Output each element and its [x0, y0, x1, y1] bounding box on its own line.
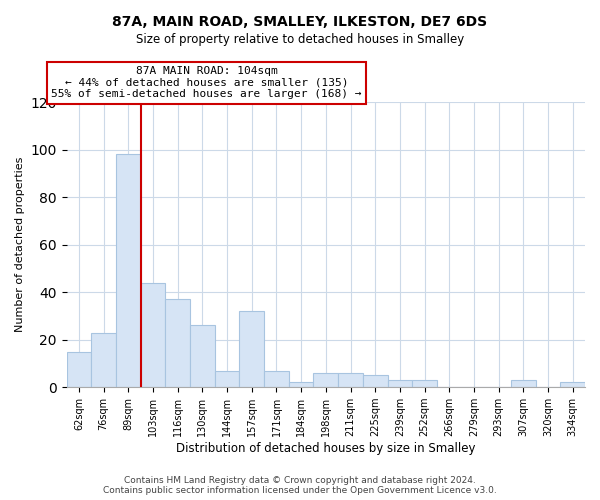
- X-axis label: Distribution of detached houses by size in Smalley: Distribution of detached houses by size …: [176, 442, 476, 455]
- Bar: [239, 311, 264, 387]
- Y-axis label: Number of detached properties: Number of detached properties: [15, 157, 25, 332]
- Bar: [91, 332, 116, 387]
- Text: 87A MAIN ROAD: 104sqm
← 44% of detached houses are smaller (135)
55% of semi-det: 87A MAIN ROAD: 104sqm ← 44% of detached …: [52, 66, 362, 99]
- Text: 87A, MAIN ROAD, SMALLEY, ILKESTON, DE7 6DS: 87A, MAIN ROAD, SMALLEY, ILKESTON, DE7 6…: [112, 15, 488, 29]
- Bar: [511, 380, 536, 387]
- Bar: [289, 382, 313, 387]
- Bar: [190, 326, 215, 387]
- Bar: [338, 373, 363, 387]
- Bar: [141, 282, 166, 387]
- Bar: [313, 373, 338, 387]
- Text: Contains HM Land Registry data © Crown copyright and database right 2024.
Contai: Contains HM Land Registry data © Crown c…: [103, 476, 497, 495]
- Bar: [388, 380, 412, 387]
- Bar: [363, 376, 388, 387]
- Bar: [264, 370, 289, 387]
- Bar: [560, 382, 585, 387]
- Bar: [67, 352, 91, 387]
- Bar: [215, 370, 239, 387]
- Bar: [116, 154, 141, 387]
- Text: Size of property relative to detached houses in Smalley: Size of property relative to detached ho…: [136, 32, 464, 46]
- Bar: [412, 380, 437, 387]
- Bar: [166, 300, 190, 387]
